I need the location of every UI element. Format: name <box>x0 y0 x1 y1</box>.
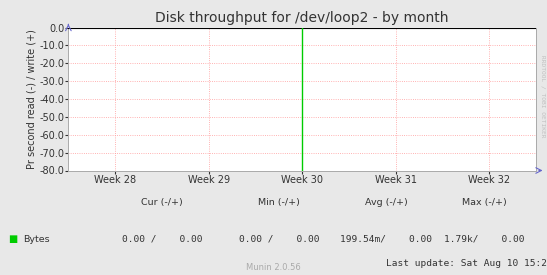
Text: 1.79k/    0.00: 1.79k/ 0.00 <box>444 235 525 244</box>
Text: RRDTOOL / TOBI OETIKER: RRDTOOL / TOBI OETIKER <box>541 55 546 138</box>
Text: Last update: Sat Aug 10 15:20:06 2024: Last update: Sat Aug 10 15:20:06 2024 <box>386 260 547 268</box>
Text: 199.54m/    0.00: 199.54m/ 0.00 <box>340 235 432 244</box>
Text: 0.00 /    0.00: 0.00 / 0.00 <box>238 235 319 244</box>
Text: Bytes: Bytes <box>23 235 50 244</box>
Text: 0.00 /    0.00: 0.00 / 0.00 <box>121 235 202 244</box>
Y-axis label: Pr second read (-) / write (+): Pr second read (-) / write (+) <box>26 29 37 169</box>
Text: Max (-/+): Max (-/+) <box>462 198 507 207</box>
Text: ■: ■ <box>8 234 18 244</box>
Text: Cur (-/+): Cur (-/+) <box>141 198 183 207</box>
Text: Munin 2.0.56: Munin 2.0.56 <box>246 263 301 272</box>
Title: Disk throughput for /dev/loop2 - by month: Disk throughput for /dev/loop2 - by mont… <box>155 11 449 25</box>
Text: Min (-/+): Min (-/+) <box>258 198 300 207</box>
Text: Avg (-/+): Avg (-/+) <box>365 198 408 207</box>
